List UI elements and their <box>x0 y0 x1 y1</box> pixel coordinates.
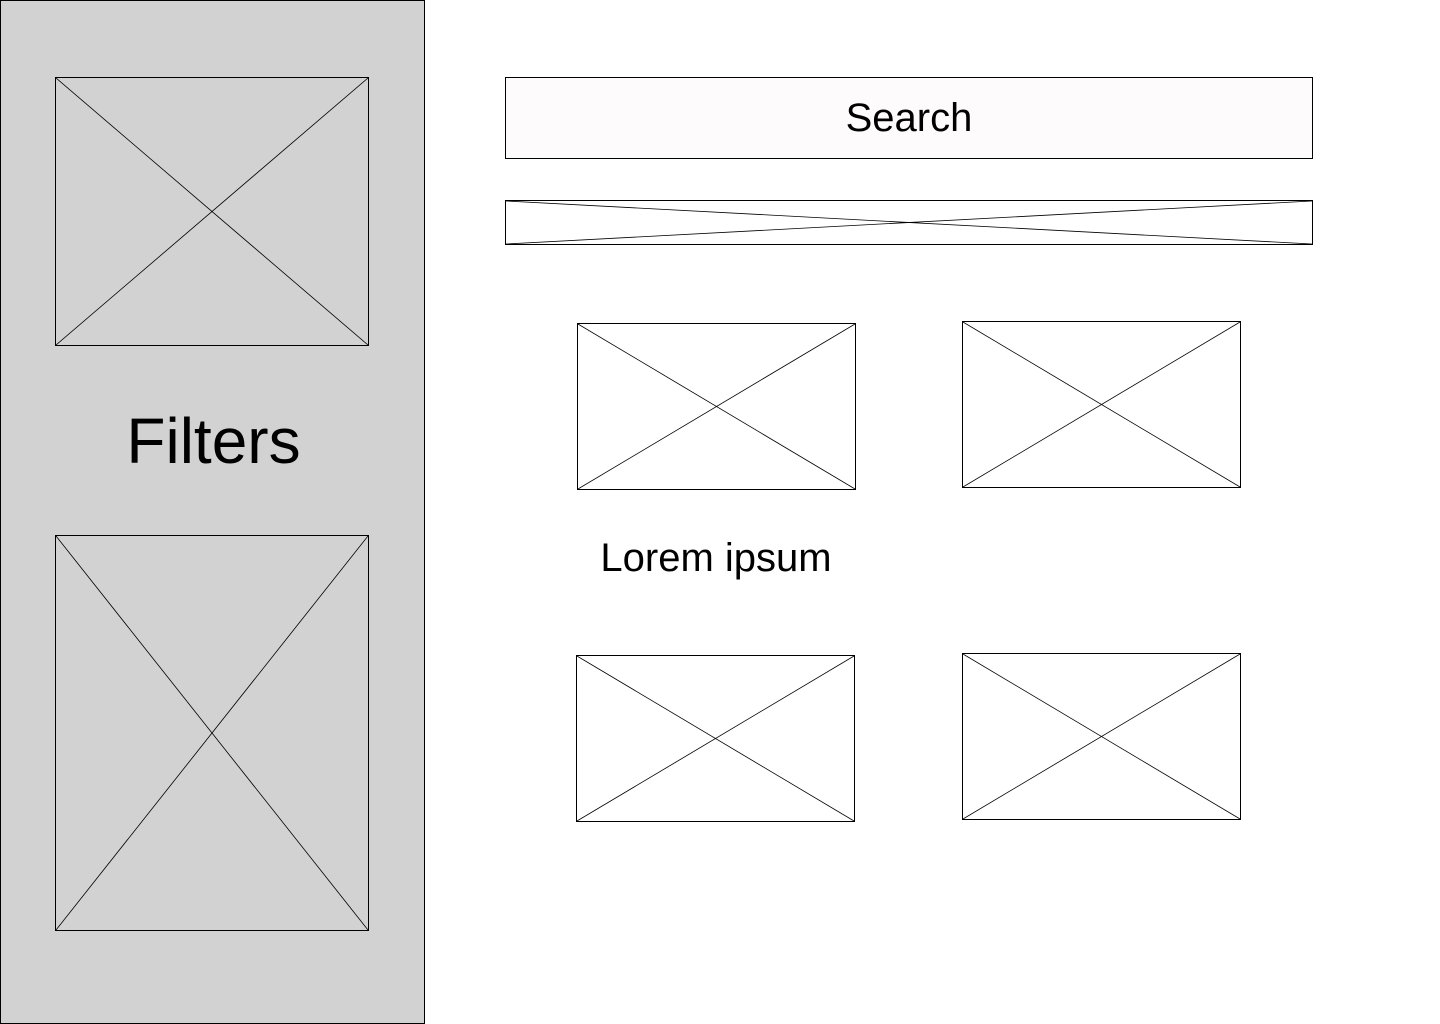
card-image-placeholder-2[interactable] <box>962 321 1241 488</box>
card-image-placeholder-1[interactable] <box>577 323 856 490</box>
card-image-placeholder-4[interactable] <box>962 653 1241 820</box>
image-placeholder-icon <box>577 656 854 821</box>
image-placeholder-icon <box>963 654 1240 819</box>
banner-image-placeholder[interactable] <box>505 200 1313 245</box>
sidebar-image-placeholder-bottom[interactable] <box>55 535 369 931</box>
image-placeholder-icon <box>56 78 368 345</box>
sidebar-image-placeholder-top[interactable] <box>55 77 369 346</box>
filters-sidebar: Filters <box>0 0 425 1024</box>
image-placeholder-icon <box>578 324 855 489</box>
image-placeholder-icon <box>963 322 1240 487</box>
search-input[interactable] <box>505 77 1313 159</box>
filters-heading: Filters <box>126 405 301 477</box>
card-caption: Lorem ipsum <box>600 536 832 580</box>
image-placeholder-icon <box>506 201 1312 244</box>
image-placeholder-icon <box>56 536 368 930</box>
card-image-placeholder-3[interactable] <box>576 655 855 822</box>
